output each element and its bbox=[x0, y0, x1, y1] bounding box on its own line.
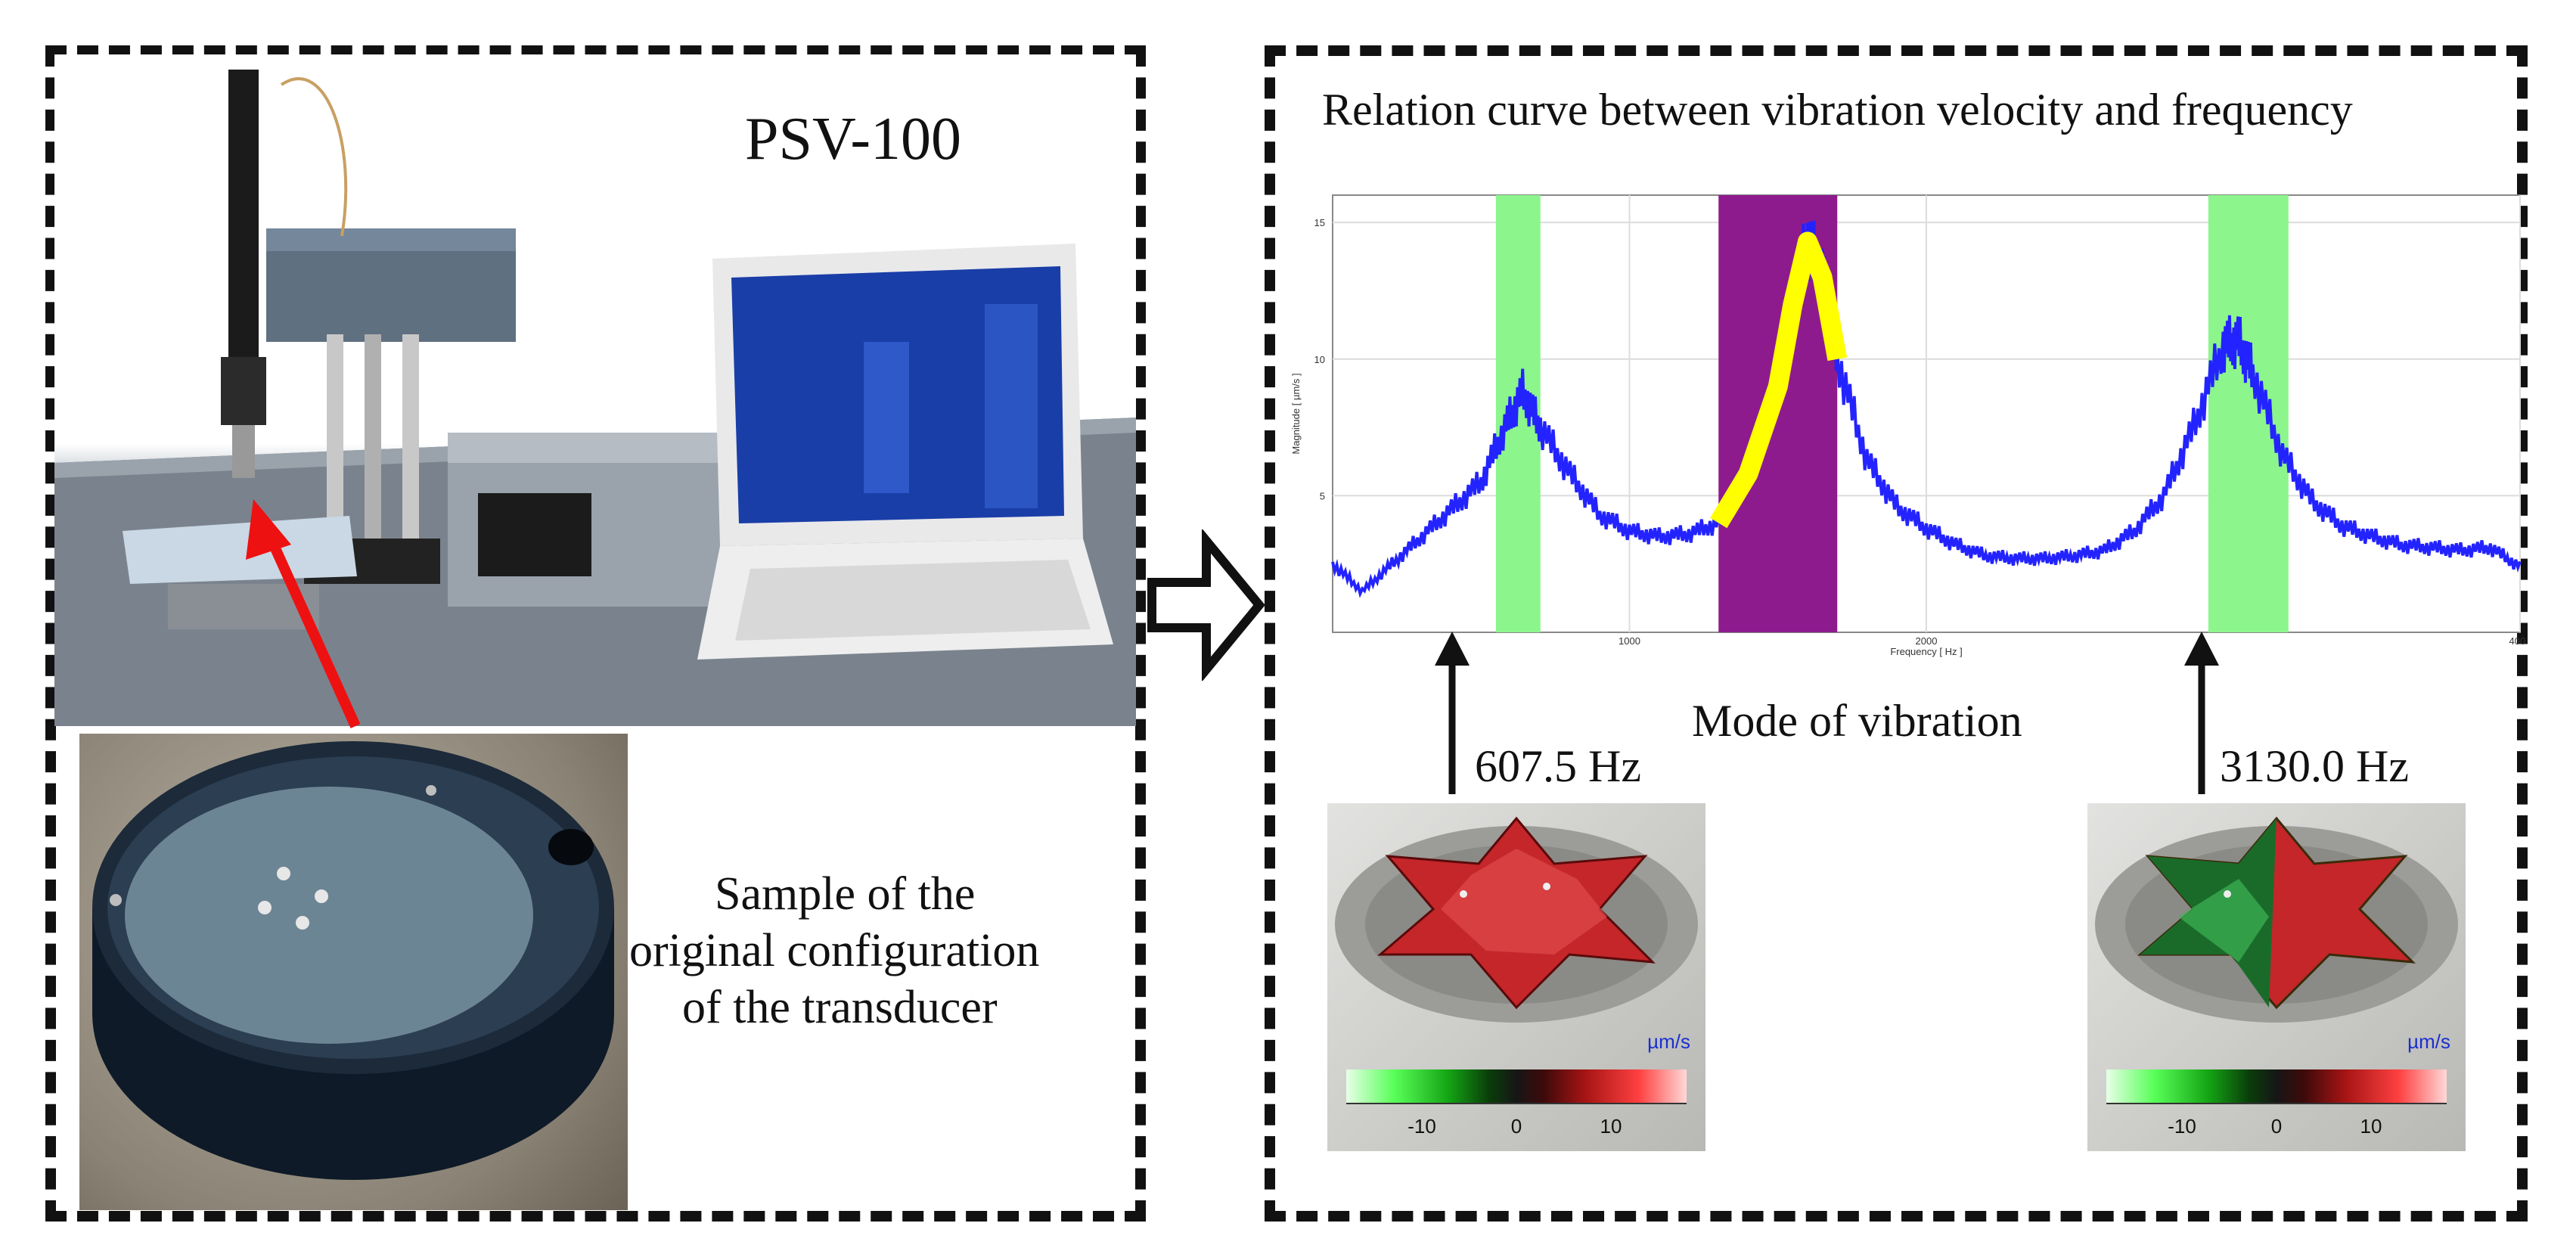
hollow-arrow-connector bbox=[1147, 529, 1265, 681]
x-axis-label: Frequency [ Hz ] bbox=[1890, 646, 1962, 657]
mode-1-arrow bbox=[1435, 632, 1470, 794]
device-label: PSV-100 bbox=[745, 106, 962, 172]
equipment-panel bbox=[45, 45, 1146, 1222]
vibration-chart: 1000 2000 4000 5 10 15 Frequency [ Hz ] Magnitu… bbox=[1286, 189, 2531, 658]
chart-title: Relation curve between vibration velocit… bbox=[1322, 85, 2353, 135]
mode-2-unit: µm/s bbox=[2407, 1030, 2450, 1053]
y-axis-label: Magnitude [ µm/s ] bbox=[1290, 373, 1302, 454]
sample-caption-line-1: Sample of the bbox=[715, 868, 976, 920]
x-tick-label: 1000 bbox=[1619, 635, 1640, 647]
mode-2-tick: 0 bbox=[2270, 1115, 2283, 1138]
mode-1-tick: 10 bbox=[1600, 1115, 1622, 1138]
sample-caption-line-3: of the transducer bbox=[682, 982, 998, 1033]
analysis-panel bbox=[1265, 45, 2528, 1222]
mode-1-tick: 0 bbox=[1510, 1115, 1522, 1138]
mode-shape-image-1: µm/s -10 0 10 bbox=[1327, 803, 1705, 1151]
mode-1-colorbar bbox=[1346, 1069, 1687, 1103]
mode-2-tick: -10 bbox=[2168, 1115, 2196, 1138]
mode-1-unit: µm/s bbox=[1647, 1030, 1690, 1053]
velocity-curve bbox=[1331, 220, 2522, 598]
x-tick-label: 2000 bbox=[1916, 635, 1938, 647]
x-tick-label: 4000 bbox=[2509, 635, 2526, 647]
sample-caption-line-2: original configuration bbox=[629, 925, 1040, 976]
mode-title: Mode of vibration bbox=[1692, 696, 2022, 746]
psv-100-setup-photo: PSV-100 bbox=[54, 54, 1136, 726]
mode-2-colorbar bbox=[2106, 1069, 2447, 1103]
mode-2-frequency: 3130.0 Hz bbox=[2220, 741, 2409, 791]
y-tick-label: 15 bbox=[1314, 217, 1325, 228]
mode-2-tick: 10 bbox=[2360, 1115, 2382, 1138]
mode-shape-image-2: µm/s -10 0 10 bbox=[2087, 803, 2466, 1151]
mode-1-tick: -10 bbox=[1407, 1115, 1436, 1138]
y-tick-label: 10 bbox=[1314, 354, 1325, 365]
band-mode-2 bbox=[2208, 195, 2289, 632]
y-tick-label: 5 bbox=[1320, 490, 1325, 501]
mode-1-frequency: 607.5 Hz bbox=[1475, 741, 1641, 791]
velocity-curve-highlight bbox=[1710, 231, 1848, 529]
red-arrow bbox=[246, 499, 361, 728]
mode-2-arrow bbox=[2184, 632, 2219, 794]
transducer-sample-photo bbox=[79, 734, 628, 1210]
